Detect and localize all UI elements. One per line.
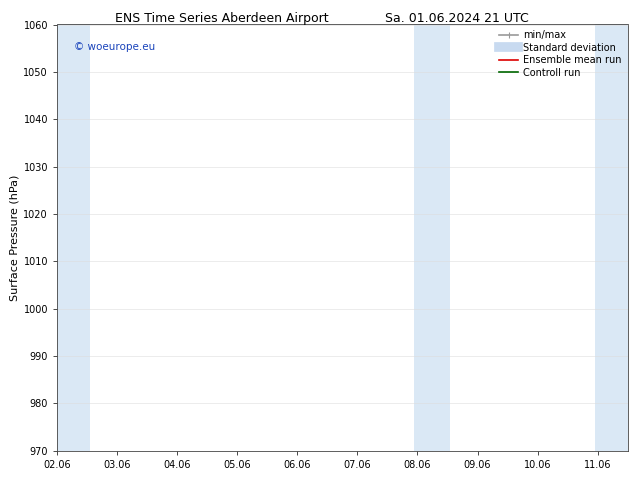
Text: © woeurope.eu: © woeurope.eu bbox=[74, 42, 155, 51]
Bar bbox=[595, 24, 628, 451]
Y-axis label: Surface Pressure (hPa): Surface Pressure (hPa) bbox=[10, 174, 19, 301]
Bar bbox=[54, 24, 90, 451]
Legend: min/max, Standard deviation, Ensemble mean run, Controll run: min/max, Standard deviation, Ensemble me… bbox=[495, 26, 626, 81]
Text: Sa. 01.06.2024 21 UTC: Sa. 01.06.2024 21 UTC bbox=[385, 12, 528, 25]
Bar bbox=[415, 24, 451, 451]
Text: ENS Time Series Aberdeen Airport: ENS Time Series Aberdeen Airport bbox=[115, 12, 328, 25]
